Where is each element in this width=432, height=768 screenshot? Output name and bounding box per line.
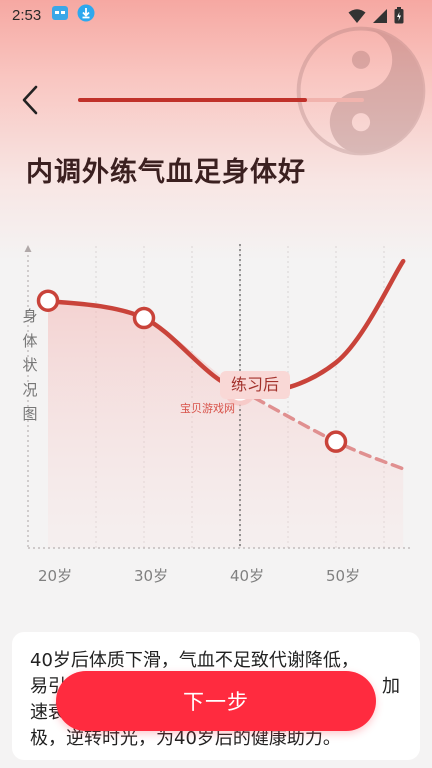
y-axis-label-char: 状 bbox=[22, 356, 38, 374]
data-point bbox=[36, 289, 60, 312]
back-button[interactable] bbox=[14, 82, 48, 118]
y-axis-label-char: 况 bbox=[22, 380, 38, 399]
yin-yang-decoration-icon bbox=[296, 26, 426, 156]
x-tick-label: 20岁 bbox=[38, 567, 73, 585]
y-axis-label-char: 图 bbox=[22, 405, 38, 423]
data-point bbox=[324, 430, 348, 453]
area-fill bbox=[48, 300, 404, 548]
x-tick-label: 30岁 bbox=[134, 567, 169, 585]
description-fragment: 加 bbox=[382, 676, 400, 697]
body-condition-chart bbox=[24, 244, 412, 549]
data-point bbox=[132, 306, 156, 330]
page-title: 内调外练气血足身体好 bbox=[26, 157, 306, 188]
y-axis-arrow-icon bbox=[24, 245, 32, 252]
progress-fill bbox=[78, 98, 307, 102]
download-icon bbox=[77, 4, 95, 26]
progress-bar bbox=[78, 98, 364, 102]
status-time: 2:53 bbox=[12, 6, 42, 24]
signal-icon bbox=[372, 8, 388, 28]
wifi-icon bbox=[348, 8, 366, 28]
chevron-left-icon bbox=[22, 85, 38, 115]
x-tick-label: 50岁 bbox=[326, 567, 361, 585]
game-app-icon bbox=[51, 5, 69, 25]
x-tick-label: 40岁 bbox=[230, 567, 265, 585]
after-practice-tag: 练习后 bbox=[220, 371, 290, 399]
watermark: 宝贝游戏网 bbox=[180, 402, 235, 415]
battery-icon bbox=[394, 7, 404, 28]
y-axis-label: 身体状况图 bbox=[20, 304, 40, 427]
status-bar: 2:53 bbox=[0, 0, 432, 30]
y-axis-label-char: 体 bbox=[22, 331, 38, 350]
header-background bbox=[0, 0, 432, 260]
description-line: 极，逆转时光，为40岁后的健康助力。 bbox=[30, 728, 341, 749]
description-line: 40岁后体质下滑，气血不足致代谢降低， bbox=[30, 650, 359, 671]
next-step-button[interactable]: 下一步 bbox=[56, 671, 376, 731]
y-axis-label-char: 身 bbox=[22, 307, 38, 325]
